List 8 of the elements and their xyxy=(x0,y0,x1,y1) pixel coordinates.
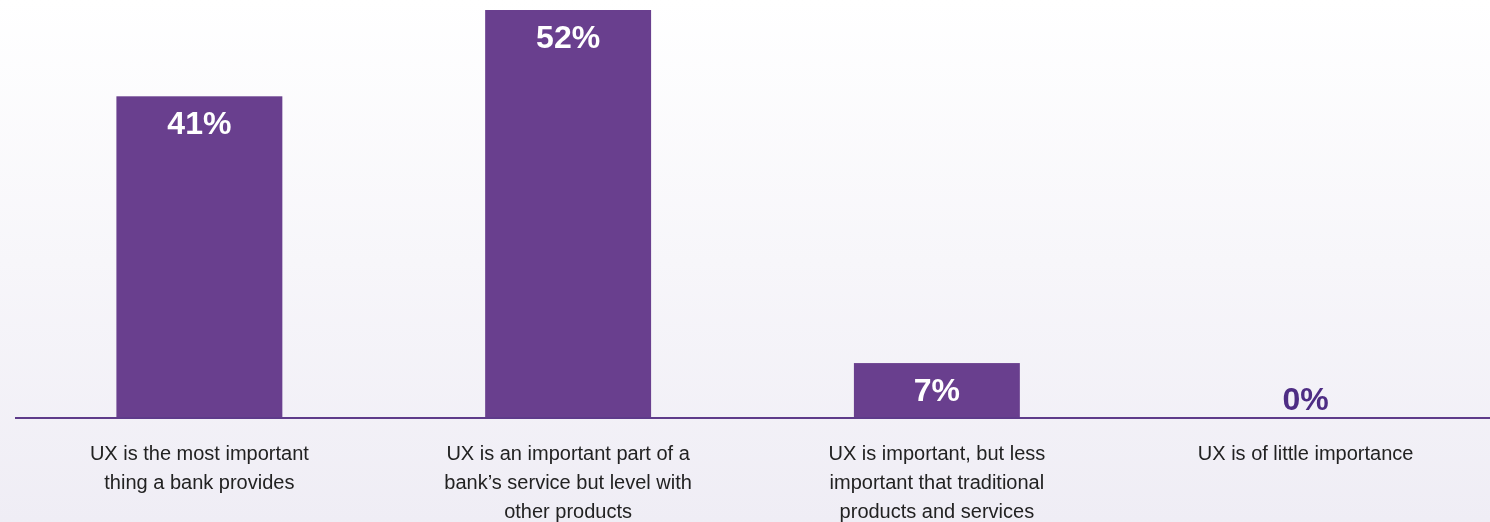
data-label: 52% xyxy=(536,19,601,55)
data-label: 0% xyxy=(1282,381,1329,417)
x-tick-label: UX is the most important thing a bank provides xyxy=(89,442,310,493)
x-tick-label: UX is of little importance xyxy=(1197,442,1414,464)
x-tick-label: UX is important, but less important that traditional products and services xyxy=(828,442,1046,522)
data-label: 7% xyxy=(913,372,960,409)
data-label: 41% xyxy=(167,105,232,142)
x-tick-label: UX is an important part of a bank’s service but level with other products xyxy=(444,442,692,522)
